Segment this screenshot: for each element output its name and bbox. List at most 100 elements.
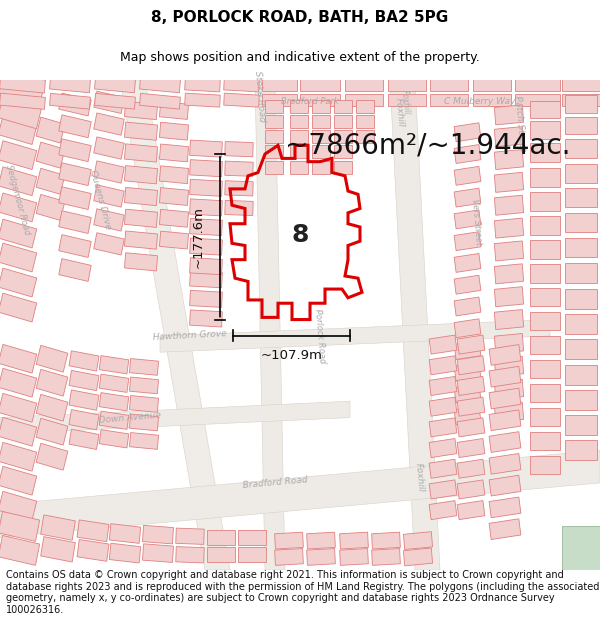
Bar [340,549,368,566]
Bar [457,376,485,396]
Bar [36,117,65,143]
Bar [494,149,524,169]
Bar [0,219,37,248]
Bar [290,146,308,158]
Polygon shape [0,401,350,434]
Bar [265,130,283,143]
Text: ~177.6m: ~177.6m [192,206,205,268]
Bar [530,101,560,118]
Bar [0,193,37,222]
Bar [176,528,204,544]
Text: Hawthorn Grove: Hawthorn Grove [153,329,227,342]
Bar [225,141,253,157]
Bar [143,544,173,562]
Bar [489,475,521,496]
Bar [530,143,560,162]
Polygon shape [0,450,600,538]
Bar [94,232,124,255]
Bar [430,78,468,91]
Bar [36,346,68,372]
Bar [565,391,597,410]
Bar [224,93,259,107]
Bar [530,312,560,331]
Bar [190,238,223,255]
Bar [312,146,330,158]
Bar [59,211,91,234]
Bar [94,185,124,207]
Bar [143,526,173,544]
Bar [124,122,158,140]
Bar [429,418,457,437]
Bar [457,439,485,458]
Text: Porlock Road: Porlock Road [313,308,327,364]
Bar [190,310,223,327]
Bar [160,144,188,162]
Text: Stoke Road: Stoke Road [253,71,267,122]
Bar [457,397,485,416]
Bar [334,161,352,174]
Bar [454,362,481,381]
Bar [95,76,136,92]
Text: Patch Street: Patch Street [513,96,527,152]
Bar [99,411,129,429]
Bar [190,219,223,236]
Bar [494,334,524,354]
Bar [140,93,181,109]
Bar [429,397,457,416]
Bar [345,78,383,91]
Bar [36,194,65,221]
Bar [300,78,340,91]
Bar [224,77,259,92]
Bar [190,291,223,308]
Bar [371,532,400,549]
Bar [457,480,485,499]
Bar [494,309,524,329]
Bar [130,396,158,412]
Bar [388,94,426,106]
Text: Vers Street: Vers Street [470,198,484,245]
Bar [36,394,68,421]
Bar [494,195,524,215]
Bar [190,271,223,288]
Bar [262,78,297,91]
Bar [69,409,99,430]
Bar [124,231,158,249]
Bar [530,240,560,259]
Text: Foxhill: Foxhill [400,89,410,114]
Bar [130,414,158,431]
Bar [494,241,524,261]
Bar [36,418,68,445]
Bar [265,115,283,128]
Bar [94,209,124,231]
Bar [36,369,68,396]
Bar [457,418,485,437]
Bar [473,78,511,91]
Bar [454,406,481,425]
Bar [262,94,297,106]
Text: 8, PORLOCK ROAD, BATH, BA2 5PG: 8, PORLOCK ROAD, BATH, BA2 5PG [151,10,449,25]
Bar [489,454,521,474]
Bar [160,209,188,227]
Bar [94,137,124,159]
Bar [403,548,433,566]
Bar [530,216,560,234]
Bar [562,78,600,91]
Text: Down Avenue: Down Avenue [98,411,161,425]
Bar [124,144,158,162]
Text: Bradford Park: Bradford Park [281,98,339,106]
Bar [99,429,129,448]
Bar [94,113,124,135]
Bar [565,95,597,112]
Bar [494,218,524,238]
Bar [0,94,42,129]
Bar [307,549,335,566]
Bar [454,319,481,338]
Bar [0,344,37,373]
Bar [124,209,158,227]
Bar [275,532,304,549]
Bar [41,537,76,562]
Bar [190,258,223,275]
Text: ~107.9m: ~107.9m [260,349,322,362]
Bar [185,77,220,92]
Bar [565,238,597,258]
